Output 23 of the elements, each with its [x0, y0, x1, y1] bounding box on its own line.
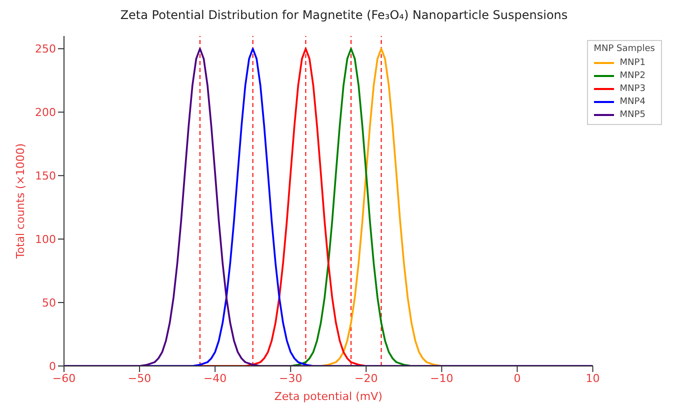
legend-label: MNP2	[620, 70, 646, 80]
legend-label: MNP5	[620, 110, 646, 120]
y-tick-label: 200	[35, 106, 56, 120]
x-tick-label: 0	[514, 372, 521, 385]
y-tick-label: 0	[49, 360, 56, 373]
x-tick-label: 10	[586, 372, 600, 385]
y-tick-label: 150	[35, 170, 56, 183]
legend-label: MNP3	[620, 84, 646, 94]
x-tick-label: −10	[430, 372, 454, 385]
chart-title: Zeta Potential Distribution for Magnetite (Fe₃O₄) Nanoparticle Suspensions	[119, 8, 569, 24]
legend-label: MNP4	[620, 96, 646, 106]
y-tick-label: 100	[35, 232, 56, 246]
y-axis-title: Total counts (×1000)	[14, 143, 27, 260]
x-tick-label: −60	[52, 372, 76, 385]
x-tick-label: −40	[203, 372, 227, 385]
y-tick-label: 250	[35, 42, 56, 56]
x-axis-title: Zeta potential (mV)	[274, 390, 382, 403]
legend-title: MNP Samples	[594, 44, 655, 54]
x-tick-label: −20	[354, 372, 378, 385]
y-tick-label: 50	[42, 296, 56, 310]
x-tick-label: −30	[279, 372, 302, 385]
x-tick-label: −50	[128, 372, 152, 385]
legend-label: MNP1	[620, 58, 646, 68]
